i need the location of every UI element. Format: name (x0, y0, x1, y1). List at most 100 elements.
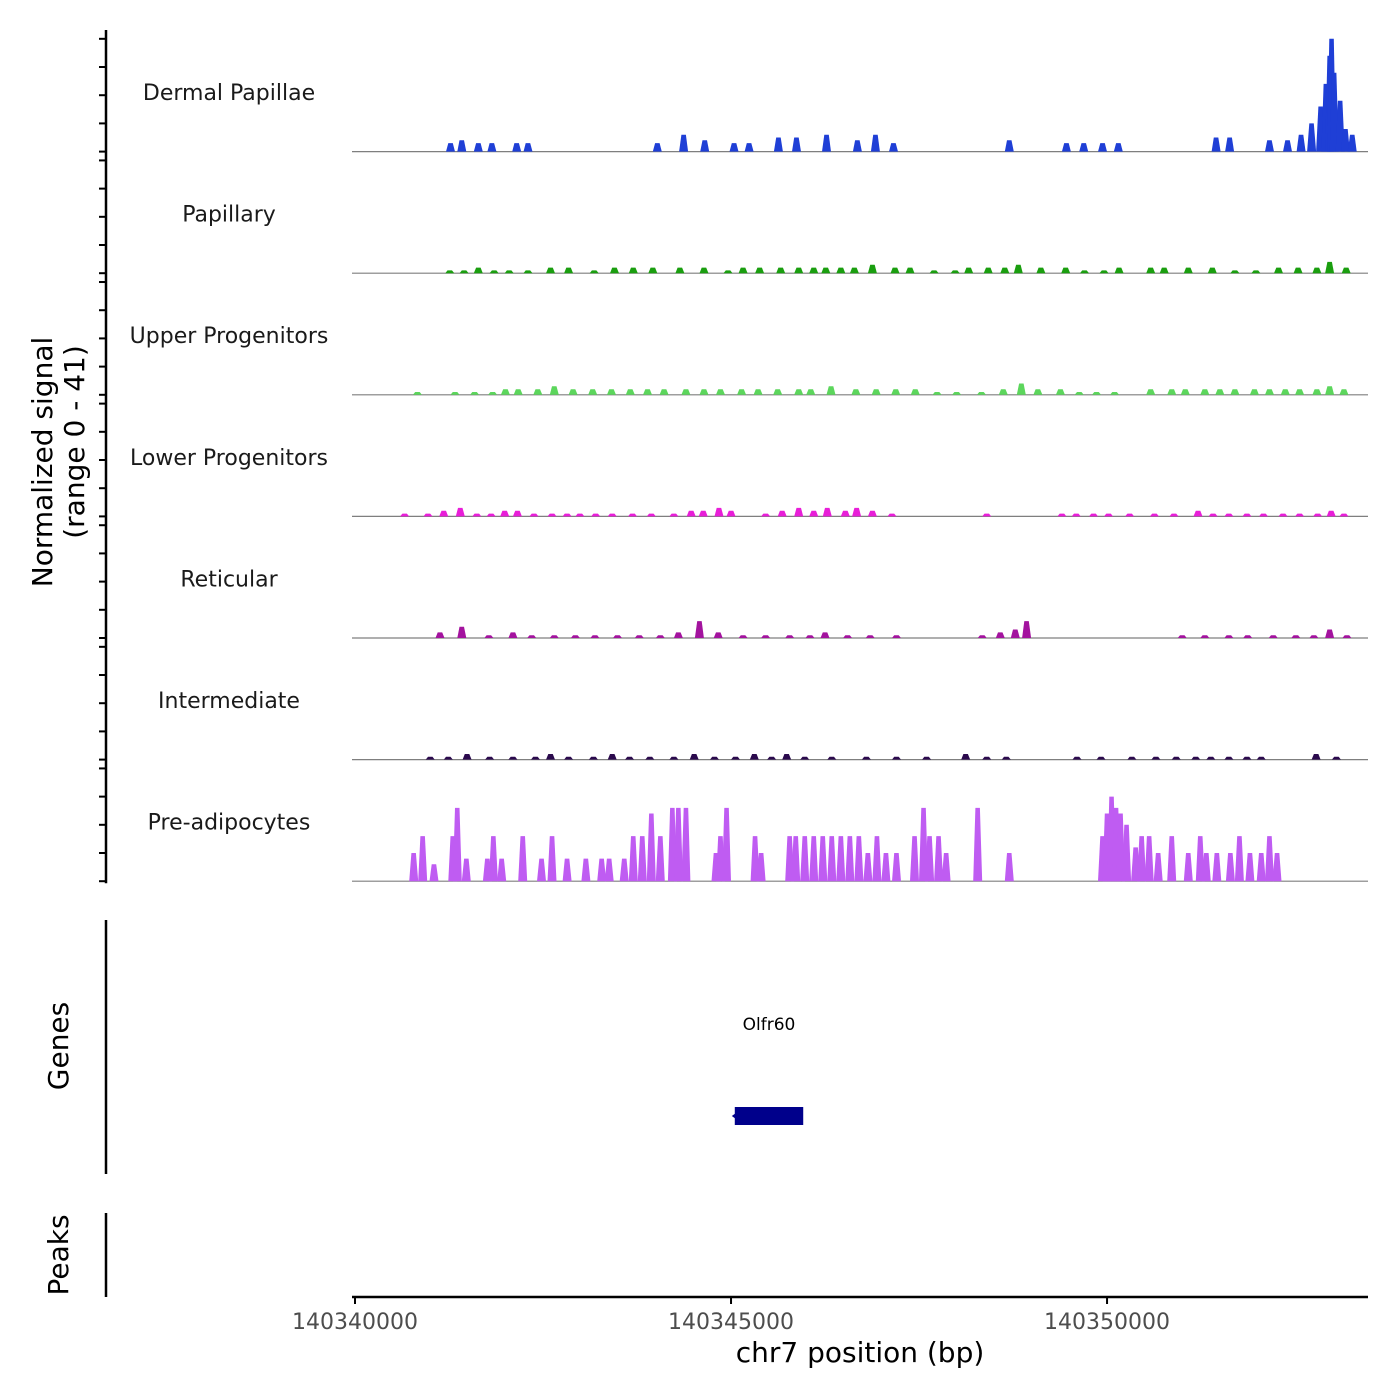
signal-peak (1268, 635, 1278, 638)
signal-peak (1325, 386, 1335, 395)
signal-peak (1225, 853, 1235, 882)
signal-peak (686, 510, 696, 517)
signal-peak (929, 270, 939, 274)
signal-peak (852, 140, 862, 152)
signal-peak (455, 507, 465, 517)
signal-peak (861, 756, 871, 760)
signal-peak (1274, 267, 1283, 274)
signal-peak (1211, 137, 1221, 152)
signal-peak (809, 267, 819, 274)
signal-peak (613, 635, 622, 638)
signal-peak (822, 507, 832, 517)
signal-peak (872, 836, 882, 882)
signal-peak (470, 392, 480, 395)
signal-peak (531, 756, 540, 760)
signal-peak (1177, 635, 1187, 638)
signal-peak (673, 807, 683, 882)
signal-peak (1242, 513, 1252, 517)
signal-peak (863, 853, 873, 882)
signal-peak (645, 756, 655, 760)
signal-peak (508, 632, 518, 638)
signal-peak (1004, 853, 1014, 882)
signal-peak (1207, 267, 1217, 274)
signal-peak (1206, 756, 1216, 760)
signal-peak (562, 858, 572, 882)
signal-peak (549, 386, 559, 395)
signal-peak (867, 264, 877, 274)
signal-peak (646, 813, 656, 882)
signal-peak (1113, 143, 1123, 152)
signal-peak (1057, 513, 1067, 517)
signal-peak (681, 389, 691, 395)
signal-peak (457, 140, 467, 152)
track-label: Reticular (180, 567, 278, 592)
track-label: Intermediate (158, 689, 300, 714)
signal-peak (865, 635, 875, 638)
signal-peak (1265, 836, 1274, 882)
signal-peak (995, 632, 1005, 638)
track-intermediate: Intermediate (158, 689, 1368, 761)
signal-peak (1347, 134, 1357, 152)
signal-peak (443, 756, 453, 760)
gene-strand-arrow (731, 1111, 739, 1121)
signal-peak (794, 389, 804, 395)
signal-peak (818, 836, 828, 882)
signal-peak (1243, 635, 1253, 638)
signal-peak (446, 143, 455, 152)
signal-peak (800, 756, 810, 760)
signal-peak (1342, 635, 1352, 638)
signal-peak (643, 389, 652, 395)
signal-peak (628, 267, 638, 274)
genes-panel: Olfr60 (104, 920, 804, 1174)
signal-peak (675, 267, 685, 274)
x-tick-label: 140345000 (668, 1310, 794, 1335)
signal-peak (1224, 513, 1234, 517)
signal-peak (457, 626, 467, 638)
signal-peak (488, 392, 498, 395)
signal-peak (512, 143, 522, 152)
signal-peak (744, 143, 754, 152)
signal-peak (934, 836, 944, 882)
signal-peak (1079, 143, 1089, 152)
signal-peak (1313, 513, 1323, 517)
signal-peak (910, 836, 919, 882)
signal-peak (1022, 621, 1032, 638)
signal-peak (919, 807, 928, 882)
track-lower-progenitors: Lower Progenitors (130, 446, 1368, 518)
signal-peak (1200, 389, 1210, 395)
signal-peak (497, 858, 507, 882)
x-axis: 140340000 140345000 140350000 (292, 1295, 1368, 1335)
signal-peak (806, 389, 816, 395)
signal-peak (773, 137, 783, 152)
signal-peak (809, 836, 819, 882)
signal-peak (604, 858, 614, 882)
signal-peak (619, 858, 629, 882)
signal-peak (820, 632, 830, 638)
signal-peak (699, 389, 709, 395)
signal-peak (1230, 270, 1240, 274)
signal-peak (523, 143, 533, 152)
signal-peak (673, 632, 683, 638)
signal-peak (1089, 513, 1098, 517)
signal-peak (1146, 389, 1156, 395)
signal-peak (1242, 756, 1252, 760)
signal-peak (461, 858, 471, 882)
signal-peak (737, 389, 747, 395)
signal-peak (547, 836, 557, 882)
gene-label: Olfr60 (743, 1015, 796, 1035)
signal-peak (646, 513, 656, 517)
signal-peak (500, 389, 510, 395)
signal-peak (504, 270, 514, 274)
signal-peak (412, 392, 422, 395)
signal-peak (435, 632, 445, 638)
signal-peak (1296, 134, 1306, 152)
signal-peak (694, 621, 704, 638)
signal-peak (1061, 143, 1071, 152)
signal-peak (1326, 510, 1336, 517)
signal-peak (925, 836, 935, 882)
signal-peak (892, 853, 901, 882)
signal-peak (489, 270, 499, 274)
signal-peak (1183, 853, 1193, 882)
signal-peak (871, 389, 881, 395)
signal-y-axis (99, 30, 108, 884)
